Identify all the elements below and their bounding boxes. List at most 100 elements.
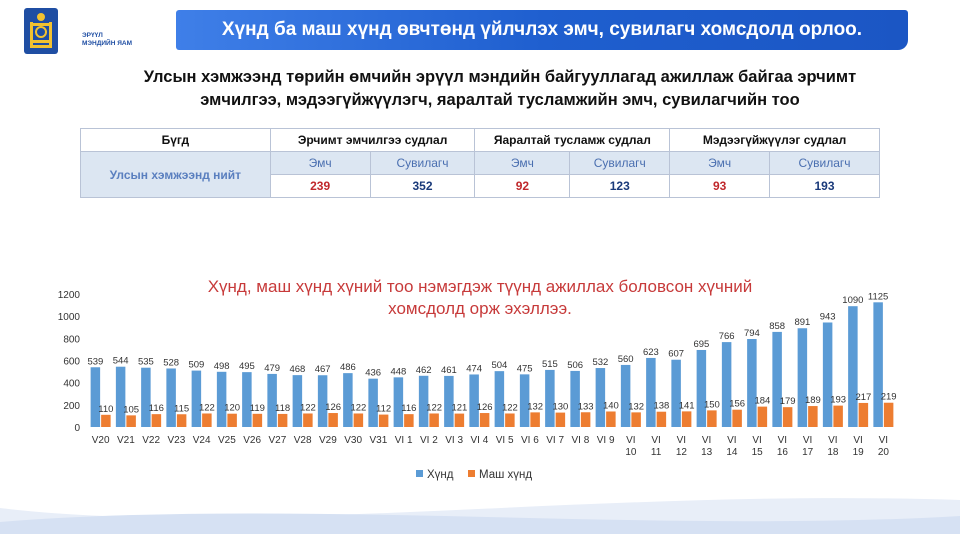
- bar-critical: [606, 411, 616, 427]
- bar-critical: [883, 402, 894, 427]
- bar-serious: [242, 372, 252, 427]
- x-tick-label: VI 19: [853, 435, 865, 458]
- bar-critical: [101, 414, 111, 427]
- data-label: 448: [390, 366, 406, 377]
- data-label: 140: [603, 400, 619, 411]
- bar-serious: [519, 374, 530, 427]
- data-label: 498: [214, 361, 230, 372]
- x-tick-label: V24: [193, 435, 211, 446]
- staff-table: Бүгд Эрчимт эмчилгээ судлал Яаралтай тус…: [80, 128, 880, 198]
- data-label: 509: [188, 360, 204, 371]
- bar-critical: [252, 413, 263, 427]
- x-tick-label: V20: [92, 435, 110, 446]
- data-label: 462: [416, 365, 432, 376]
- data-label: 495: [239, 361, 255, 372]
- bar-critical: [328, 413, 338, 427]
- bottom-wave-decoration: [0, 498, 960, 534]
- an-doctor-label: Эмч: [669, 151, 771, 175]
- bar-critical: [858, 402, 869, 427]
- bar-serious: [671, 359, 681, 427]
- data-label: 607: [668, 349, 684, 360]
- x-tick-label: VI 14: [726, 435, 738, 458]
- data-label: 515: [542, 359, 558, 370]
- bar-serious: [115, 366, 126, 427]
- data-label: 120: [224, 403, 240, 414]
- x-tick-label: VI 4: [470, 435, 488, 446]
- chart-annotation-line-2: хомсдолд орж эхэллээ.: [388, 299, 572, 318]
- icu-doctor-value: 239: [269, 174, 371, 198]
- x-tick-label: VI 8: [571, 435, 589, 446]
- y-tick-label: 0: [74, 423, 80, 434]
- data-label: 535: [138, 357, 154, 368]
- bar-critical: [151, 414, 162, 427]
- bar-critical: [707, 410, 717, 427]
- bar-critical: [631, 412, 641, 427]
- logo-text-2: МЭНДИЙН ЯАМ: [82, 40, 132, 47]
- bar-critical: [681, 411, 692, 427]
- x-tick-label: V31: [369, 435, 387, 446]
- x-tick-label: VI 18: [827, 435, 839, 458]
- data-label: 504: [491, 360, 507, 371]
- bar-serious: [595, 368, 606, 427]
- x-tick-label: VI 12: [676, 435, 688, 458]
- data-label: 468: [289, 364, 305, 375]
- bar-critical: [378, 414, 389, 427]
- data-label: 119: [250, 403, 265, 414]
- table-row-label: Улсын хэмжээнд нийт: [80, 151, 271, 198]
- bar-serious: [620, 364, 631, 427]
- x-tick-label: V26: [243, 435, 261, 446]
- data-label: 474: [466, 363, 482, 374]
- data-label: 133: [578, 401, 594, 412]
- bar-critical: [404, 414, 414, 427]
- bar-serious: [873, 302, 883, 427]
- bar-critical: [530, 412, 540, 427]
- legend-swatch: [468, 470, 475, 477]
- data-label: 110: [98, 404, 113, 415]
- logo-text-1: ЭРҮҮЛ: [82, 32, 103, 39]
- data-label: 506: [567, 360, 583, 371]
- data-label: 116: [401, 403, 416, 414]
- data-label: 156: [729, 399, 745, 410]
- icu-nurse-value: 352: [369, 174, 476, 198]
- an-nurse-value: 193: [769, 174, 880, 198]
- bar-critical: [479, 413, 490, 427]
- bar-critical: [782, 407, 793, 427]
- bar-serious: [772, 331, 782, 427]
- bar-serious: [393, 377, 404, 427]
- x-tick-label: V25: [218, 435, 236, 446]
- icu-doctor-label: Эмч: [269, 151, 371, 175]
- data-label: 141: [679, 400, 695, 411]
- data-label: 126: [325, 402, 341, 413]
- bar-serious: [797, 328, 808, 427]
- x-tick-label: VI 7: [546, 435, 564, 446]
- bar-critical: [580, 412, 591, 427]
- bar-serious: [696, 349, 707, 427]
- bar-critical: [732, 409, 742, 427]
- data-label: 475: [517, 363, 533, 374]
- table-header-anesthesia: Мэдээгүйжүүлэг судлал: [669, 128, 880, 152]
- data-label: 150: [704, 399, 720, 410]
- data-label: 132: [527, 401, 543, 412]
- bar-serious: [721, 342, 732, 427]
- table-heading-line-1: Улсын хэмжээнд төрийн өмчийн эрүүл мэнди…: [143, 68, 857, 86]
- data-label: 118: [275, 403, 290, 414]
- x-tick-label: V30: [344, 435, 362, 446]
- bar-serious: [267, 373, 277, 427]
- an-nurse-label: Сувилагч: [769, 151, 880, 175]
- bar-serious: [494, 371, 505, 427]
- data-label: 891: [794, 317, 810, 328]
- x-tick-label: VI 1: [395, 435, 413, 446]
- x-tick-label: V21: [117, 435, 135, 446]
- data-label: 766: [719, 331, 735, 342]
- data-label: 130: [552, 402, 568, 413]
- table-header-emergency: Яаралтай тусламж судлал: [474, 128, 671, 152]
- table-heading: Улсын хэмжээнд төрийн өмчийн эрүүл мэнди…: [90, 66, 910, 112]
- x-tick-label: V23: [167, 435, 185, 446]
- data-label: 467: [315, 364, 331, 375]
- data-label: 858: [769, 321, 785, 332]
- bar-serious: [368, 378, 378, 427]
- data-label: 560: [618, 354, 634, 365]
- bar-serious: [418, 375, 429, 427]
- er-doctor-value: 92: [474, 174, 571, 198]
- an-doctor-value: 93: [669, 174, 771, 198]
